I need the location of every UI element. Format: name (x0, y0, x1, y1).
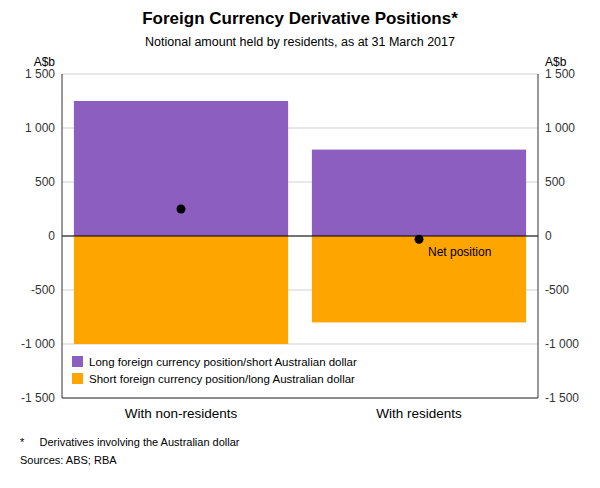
y2-axis-line (538, 74, 539, 398)
chart: Foreign Currency Derivative Positions* No… (0, 0, 600, 488)
grid-line (62, 398, 538, 399)
bar (312, 150, 526, 236)
net-dot (415, 235, 424, 244)
y2-tick-label: -500 (545, 283, 569, 297)
y2-tick-label: 0 (545, 229, 552, 243)
y-tick-label: -1 500 (21, 391, 55, 405)
legend-label: Long foreign currency position/short Aus… (89, 356, 357, 368)
y2-axis-label: A$b (545, 55, 567, 69)
y2-tick-label: 500 (545, 175, 565, 189)
zero-line (62, 236, 538, 237)
y-tick-label: 0 (48, 229, 55, 243)
y2-tick-label: -1 000 (545, 337, 579, 351)
y2-tick-label: -1 500 (545, 391, 579, 405)
legend: Long foreign currency position/short Aus… (72, 356, 357, 385)
y-axis-line (62, 74, 63, 398)
note: * Derivatives involving the Australian d… (20, 436, 240, 448)
grid-line (62, 74, 538, 75)
y2-tick-label: 1 500 (545, 67, 575, 81)
y-tick-label: -1 000 (21, 337, 55, 351)
x-tick-label: With residents (376, 406, 462, 421)
grid-line (62, 236, 538, 237)
net-label: Net position (428, 245, 491, 259)
bar (74, 236, 288, 344)
legend-swatch (72, 373, 83, 384)
net-dot (177, 205, 186, 214)
y-tick-label: 1 000 (25, 121, 55, 135)
grid (62, 74, 538, 398)
points (177, 205, 424, 244)
bar (312, 236, 526, 322)
y-axis-label: A$b (34, 55, 56, 69)
subtitle: Notional amount held by residents, as at… (145, 35, 455, 49)
title: Foreign Currency Derivative Positions* (142, 9, 458, 28)
y-tick-label: -500 (31, 283, 55, 297)
plot-data (74, 101, 526, 344)
bar (74, 101, 288, 236)
x-axis-line (62, 398, 538, 399)
x-tick-label: With non-residents (125, 406, 238, 421)
note: Sources: ABS; RBA (20, 454, 117, 466)
legend-label: Short foreign currency position/long Aus… (89, 373, 355, 385)
legend-swatch (72, 356, 83, 367)
y2-tick-label: 1 000 (545, 121, 575, 135)
y-tick-label: 1 500 (25, 67, 55, 81)
y-tick-label: 500 (35, 175, 55, 189)
